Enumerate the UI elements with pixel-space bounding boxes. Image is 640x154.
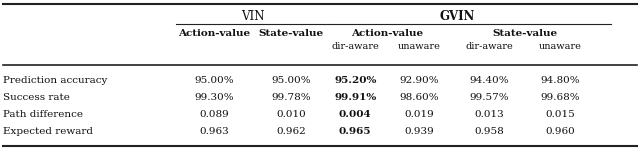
Text: 99.57%: 99.57%: [470, 93, 509, 102]
Text: 98.60%: 98.60%: [399, 93, 439, 102]
Text: 95.20%: 95.20%: [334, 76, 376, 85]
Text: Prediction accuracy: Prediction accuracy: [3, 76, 108, 85]
Text: Path difference: Path difference: [3, 110, 83, 119]
Text: State-value: State-value: [259, 29, 324, 38]
Text: 94.40%: 94.40%: [470, 76, 509, 85]
Text: 0.960: 0.960: [545, 127, 575, 136]
Text: 99.78%: 99.78%: [271, 93, 311, 102]
Text: 0.019: 0.019: [404, 110, 434, 119]
Text: GVIN: GVIN: [440, 10, 476, 23]
Text: 0.958: 0.958: [475, 127, 504, 136]
Text: VIN: VIN: [241, 10, 264, 23]
Text: 94.80%: 94.80%: [540, 76, 580, 85]
Text: 0.965: 0.965: [339, 127, 371, 136]
Text: 92.90%: 92.90%: [399, 76, 439, 85]
Text: 0.013: 0.013: [475, 110, 504, 119]
Text: unaware: unaware: [398, 43, 440, 51]
Text: Action-value: Action-value: [179, 29, 250, 38]
Text: 0.015: 0.015: [545, 110, 575, 119]
Text: 0.010: 0.010: [276, 110, 306, 119]
Text: 0.939: 0.939: [404, 127, 434, 136]
Text: 0.089: 0.089: [200, 110, 229, 119]
Text: 95.00%: 95.00%: [271, 76, 311, 85]
Text: State-value: State-value: [492, 29, 557, 38]
Text: 0.963: 0.963: [200, 127, 229, 136]
Text: 99.91%: 99.91%: [334, 93, 376, 102]
Text: 0.962: 0.962: [276, 127, 306, 136]
Text: 99.68%: 99.68%: [540, 93, 580, 102]
Text: 0.004: 0.004: [339, 110, 371, 119]
Text: dir-aware: dir-aware: [466, 43, 513, 51]
Text: dir-aware: dir-aware: [332, 43, 379, 51]
Text: Expected reward: Expected reward: [3, 127, 93, 136]
Text: 99.30%: 99.30%: [195, 93, 234, 102]
Text: Action-value: Action-value: [351, 29, 423, 38]
Text: 95.00%: 95.00%: [195, 76, 234, 85]
Text: unaware: unaware: [539, 43, 581, 51]
Text: Success rate: Success rate: [3, 93, 70, 102]
